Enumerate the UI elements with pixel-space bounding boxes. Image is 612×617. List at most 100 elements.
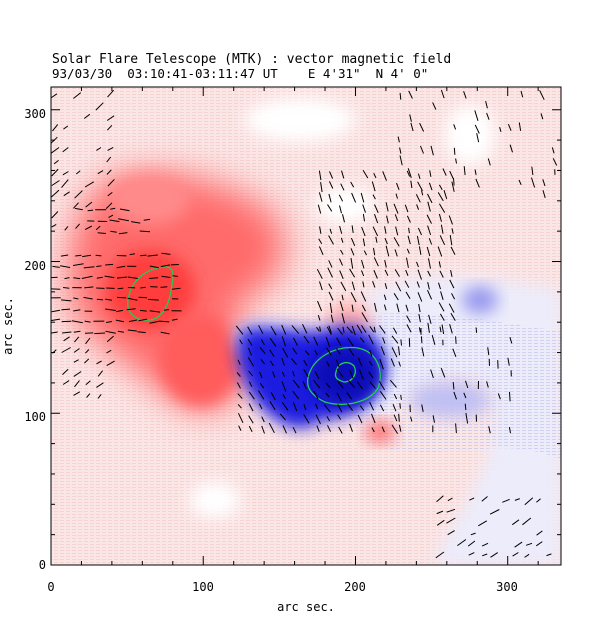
field-vector — [518, 179, 522, 186]
field-vector — [62, 331, 72, 334]
field-vector — [393, 293, 399, 301]
field-vector — [346, 392, 353, 400]
field-image — [51, 87, 561, 565]
field-vector — [320, 182, 323, 193]
field-vector — [418, 313, 421, 323]
field-vector — [270, 391, 276, 401]
field-vector — [325, 392, 330, 398]
field-vector — [159, 320, 170, 323]
field-vector — [409, 114, 412, 122]
field-vector — [259, 382, 265, 389]
field-vector — [328, 260, 333, 268]
field-vector — [359, 337, 365, 343]
x-tick-label: 0 — [47, 580, 54, 594]
field-vector — [481, 496, 488, 502]
field-vector — [328, 181, 334, 189]
field-vector — [427, 289, 433, 300]
field-vector — [531, 177, 536, 188]
field-vector — [417, 181, 423, 192]
field-vector — [64, 226, 69, 231]
field-vector — [317, 315, 321, 321]
field-vector — [327, 425, 332, 432]
field-vector — [368, 334, 374, 345]
field-vector — [381, 426, 385, 433]
field-vector — [359, 405, 365, 411]
field-vector — [508, 427, 511, 434]
field-vector — [257, 390, 265, 400]
field-vector — [73, 348, 80, 353]
field-vector — [340, 249, 344, 255]
field-vector — [329, 302, 333, 314]
field-vector — [317, 204, 322, 214]
field-vector — [384, 269, 389, 276]
field-vector — [439, 326, 442, 333]
field-vector — [417, 173, 421, 180]
field-vector — [383, 304, 387, 311]
field-vector — [405, 269, 409, 276]
field-vector — [395, 281, 402, 292]
field-vector — [119, 208, 130, 212]
field-vector — [482, 553, 488, 557]
field-vector — [97, 170, 104, 175]
field-vector — [84, 358, 90, 364]
field-vector — [392, 404, 397, 412]
field-vector — [440, 89, 445, 99]
field-vector — [350, 292, 357, 303]
field-vector — [118, 232, 128, 235]
field-vector — [431, 334, 436, 345]
field-vector — [261, 416, 265, 423]
field-vector — [531, 166, 534, 176]
field-vector — [105, 263, 114, 266]
field-vector — [84, 181, 95, 188]
field-vector — [440, 291, 444, 300]
field-vector — [127, 297, 138, 301]
field-vector — [96, 360, 102, 365]
field-vector — [406, 248, 410, 254]
field-vector — [303, 335, 310, 344]
field-vector — [139, 230, 151, 233]
field-vector — [446, 508, 456, 513]
field-vector — [457, 539, 467, 547]
field-vector — [406, 315, 411, 323]
field-vector — [171, 287, 181, 290]
field-vector — [51, 189, 60, 198]
field-vector — [117, 287, 124, 290]
field-vector — [361, 270, 365, 277]
field-vector — [546, 553, 552, 557]
field-vector — [382, 337, 386, 344]
field-vector — [416, 204, 420, 210]
field-vector — [417, 292, 423, 302]
field-vector — [95, 254, 102, 257]
field-vector — [475, 178, 480, 188]
field-vector — [74, 380, 80, 388]
field-vector — [161, 275, 171, 278]
field-vector — [356, 324, 363, 334]
field-vector — [453, 124, 457, 130]
field-vector — [372, 281, 376, 288]
field-vector — [449, 170, 454, 180]
field-vector — [450, 246, 456, 255]
field-vector — [325, 382, 331, 389]
field-vector — [486, 381, 489, 388]
field-vector — [417, 227, 422, 236]
field-vector — [509, 337, 513, 344]
plot-title: Solar Flare Telescope (MTK) : vector mag… — [52, 52, 452, 67]
field-vector — [524, 497, 534, 506]
field-vector — [53, 160, 59, 165]
field-vector — [474, 124, 480, 134]
field-vector — [420, 336, 423, 344]
field-vector — [512, 552, 519, 557]
field-vector — [282, 425, 287, 434]
field-vector — [490, 552, 498, 558]
field-vector — [430, 369, 434, 379]
field-vector — [450, 269, 453, 277]
field-vector — [326, 347, 332, 356]
field-vector — [400, 339, 402, 346]
field-vector — [117, 330, 124, 333]
field-vector — [292, 379, 300, 389]
field-vector — [292, 390, 300, 400]
field-vector — [397, 136, 400, 143]
field-vector — [293, 337, 298, 346]
field-vector — [518, 122, 522, 131]
field-vector — [75, 254, 82, 257]
